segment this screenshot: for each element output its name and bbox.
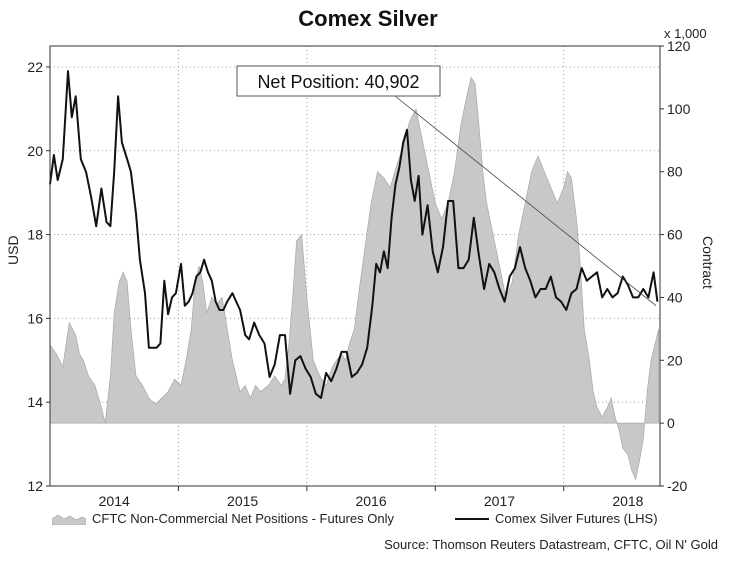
- legend-item-area: CFTC Non-Commercial Net Positions - Futu…: [52, 511, 394, 526]
- annotation-leader-line: [394, 95, 657, 307]
- legend-item-line: Comex Silver Futures (LHS): [455, 511, 658, 526]
- legend-swatch-line: [455, 517, 489, 520]
- right-tick-label-2: 20: [667, 352, 683, 368]
- right-axis-ticks: -20 0 20 40 60 80 100 120: [660, 38, 691, 494]
- left-tick-label-0: 12: [27, 478, 43, 494]
- legend-label-area: CFTC Non-Commercial Net Positions - Futu…: [92, 511, 394, 526]
- right-tick-label-5: 80: [667, 164, 683, 180]
- right-tick-label-1: 0: [667, 415, 675, 431]
- line-layer: [49, 70, 659, 399]
- area-layer: [49, 76, 660, 481]
- right-tick-label-6: 100: [667, 101, 691, 117]
- x-tick-label-0: 2014: [99, 493, 130, 509]
- right-tick-label-7: 120: [667, 38, 691, 54]
- right-tick-label-0: -20: [667, 478, 687, 494]
- plot-border: [49, 45, 661, 487]
- right-tick-label-4: 60: [667, 227, 683, 243]
- annotation-box: [236, 65, 441, 97]
- left-tick-label-4: 20: [27, 143, 43, 159]
- left-axis-ticks: 12 14 16 18 20 22: [27, 59, 50, 494]
- x-tick-label-1: 2015: [227, 493, 258, 509]
- series-line-silver-price: [49, 70, 659, 399]
- x-tick-label-3: 2017: [484, 493, 515, 509]
- right-axis-multiplier: x 1,000: [664, 26, 707, 41]
- legend-label-line: Comex Silver Futures (LHS): [495, 511, 658, 526]
- source-note: Source: Thomson Reuters Datastream, CFTC…: [384, 537, 718, 552]
- left-tick-label-2: 16: [27, 310, 43, 326]
- chart-title: Comex Silver: [298, 6, 438, 31]
- x-axis-ticks: 2014 2015 2016 2017 2018: [99, 486, 644, 509]
- left-tick-label-1: 14: [27, 394, 43, 410]
- annotation: Net Position: 40,902: [236, 65, 657, 307]
- right-tick-label-3: 40: [667, 289, 683, 305]
- x-tick-label-4: 2018: [612, 493, 643, 509]
- left-tick-label-5: 22: [27, 59, 43, 75]
- series-area-net-positions: [49, 76, 660, 481]
- x-tick-label-2: 2016: [355, 493, 386, 509]
- legend-swatch-area: [52, 514, 86, 525]
- left-tick-label-3: 18: [27, 227, 43, 243]
- plot-frame: [49, 45, 661, 487]
- annotation-text: Net Position: 40,902: [257, 72, 419, 92]
